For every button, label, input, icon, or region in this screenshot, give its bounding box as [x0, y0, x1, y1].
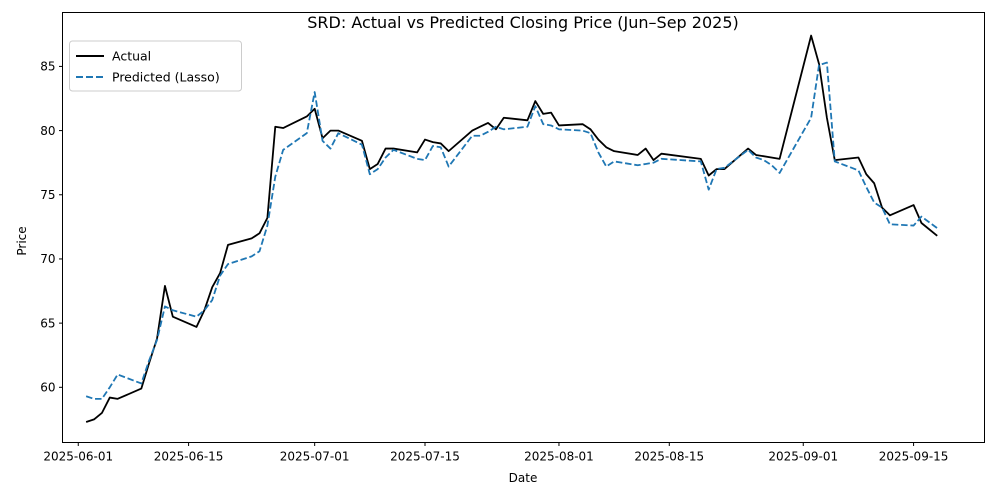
y-tick-label: 60 — [40, 381, 55, 395]
legend: Actual Predicted (Lasso) — [69, 40, 242, 92]
series-line-actual — [85, 34, 938, 423]
x-tick-label: 2025-07-15 — [390, 450, 460, 464]
y-tick-label: 85 — [40, 60, 55, 74]
x-tick-label: 2025-06-01 — [43, 450, 113, 464]
y-tick-label: 70 — [40, 252, 55, 266]
axis-ticks: 60 65 70 75 80 85 2025-06-01 2025-06-15 2025-07-… — [40, 60, 948, 464]
y-axis-label: Price — [15, 226, 29, 255]
chart-title: SRD: Actual vs Predicted Closing Price (… — [307, 13, 739, 32]
x-tick-label: 2025-09-15 — [879, 450, 949, 464]
y-tick-label: 80 — [40, 124, 55, 138]
x-axis-label: Date — [509, 471, 538, 485]
legend-label-actual: Actual — [112, 49, 151, 64]
axes-frame — [62, 12, 985, 443]
plot-area — [85, 34, 938, 423]
legend-box — [69, 40, 242, 92]
y-tick-label: 65 — [40, 316, 55, 330]
x-tick-label: 2025-07-01 — [280, 450, 350, 464]
legend-label-predicted: Predicted (Lasso) — [112, 70, 220, 85]
x-tick-label: 2025-08-01 — [524, 450, 594, 464]
y-tick-label: 75 — [40, 188, 55, 202]
x-tick-label: 2025-06-15 — [154, 450, 224, 464]
series-line-predicted — [85, 61, 938, 400]
x-tick-label: 2025-08-15 — [634, 450, 704, 464]
x-tick-label: 2025-09-01 — [768, 450, 838, 464]
